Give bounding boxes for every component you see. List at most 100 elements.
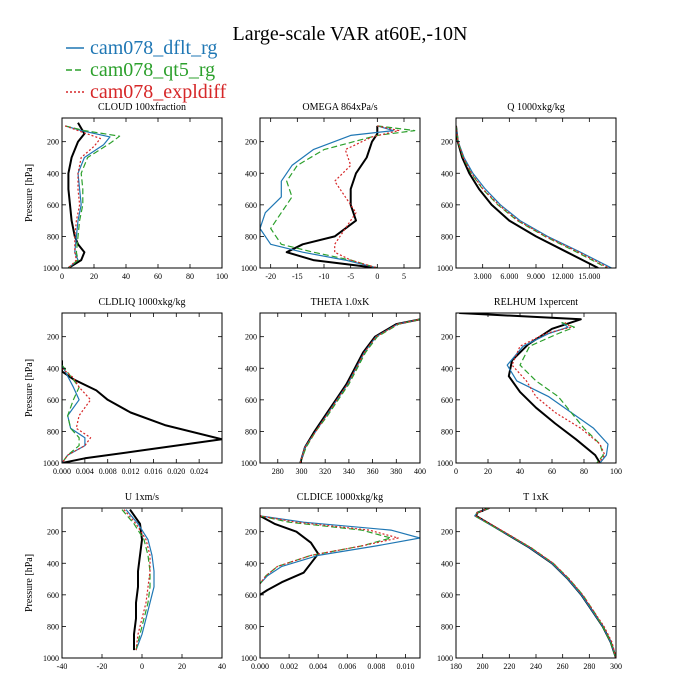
- x-tick-label: 300: [295, 467, 307, 476]
- legend-label: cam078_expldiff: [90, 81, 227, 103]
- series-group: [456, 125, 612, 268]
- series-group: [474, 508, 616, 658]
- y-tick-label: 400: [47, 364, 59, 373]
- y-tick-label: 1000: [43, 264, 59, 273]
- series-line-cam078_expldiff: [62, 367, 92, 463]
- series-line-obs: [459, 313, 601, 463]
- x-tick-label: 380: [390, 467, 402, 476]
- y-tick-label: 1000: [437, 654, 453, 663]
- series-line-obs: [67, 122, 86, 268]
- x-tick-label: 0: [454, 467, 458, 476]
- y-tick-label: 600: [441, 591, 453, 600]
- x-tick-label: 12.000: [552, 272, 574, 281]
- x-tick-label: 20: [484, 467, 492, 476]
- x-tick-label: -15: [292, 272, 303, 281]
- series-line-cam078_dflt_rg: [456, 125, 612, 268]
- legend-label: cam078_dflt_rg: [90, 37, 217, 59]
- axes-frame: [455, 507, 617, 659]
- series-group: [64, 122, 121, 268]
- x-tick-label: 80: [186, 272, 194, 281]
- series-line-cam078_dflt_rg: [299, 318, 420, 463]
- series-group: [260, 515, 420, 596]
- panel-2: Q 1000xkg/kg 200 400 600 800 1000 3.000 6.000 9.…: [437, 102, 617, 281]
- series-group: [62, 360, 222, 463]
- series-line-cam078_qt5_rg: [299, 318, 420, 463]
- panel-title: CLDLIQ 1000xkg/kg: [99, 297, 186, 308]
- axes-frame: [455, 117, 617, 269]
- x-tick-label: 100: [216, 272, 228, 281]
- y-tick-label: 800: [47, 427, 59, 436]
- x-tick-label: 0.000: [53, 467, 71, 476]
- x-tick-label: 360: [367, 467, 379, 476]
- y-tick-label: 1000: [241, 654, 257, 663]
- series-line-cam078_qt5_rg: [121, 509, 151, 651]
- figure-title: Large-scale VAR at60E,-10N: [233, 23, 468, 45]
- y-tick-label: 800: [47, 232, 59, 241]
- y-tick-label: 400: [245, 364, 257, 373]
- series-line-cam078_expldiff: [299, 318, 420, 463]
- x-tick-label: 0: [60, 272, 64, 281]
- axes-frame: [259, 507, 421, 659]
- series-line-obs: [62, 360, 222, 463]
- x-tick-label: 320: [319, 467, 331, 476]
- series-group: [260, 125, 416, 268]
- y-tick-label: 600: [441, 396, 453, 405]
- x-tick-label: 3.000: [474, 272, 492, 281]
- x-tick-label: 0.012: [122, 467, 140, 476]
- series-line-cam078_dflt_rg: [125, 509, 155, 651]
- y-tick-label: 200: [47, 138, 59, 147]
- panel-title: RELHUM 1xpercent: [494, 297, 578, 308]
- x-tick-label: 15.000: [578, 272, 600, 281]
- axes-frame: [61, 117, 223, 269]
- x-tick-label: -40: [57, 662, 68, 671]
- y-axis-label: Pressure [hPa]: [24, 164, 35, 222]
- x-tick-label: 0.008: [367, 662, 385, 671]
- x-tick-label: -5: [347, 272, 354, 281]
- y-tick-label: 200: [47, 528, 59, 537]
- x-tick-label: -10: [319, 272, 330, 281]
- x-tick-label: 100: [610, 467, 622, 476]
- y-tick-label: 200: [245, 528, 257, 537]
- x-tick-label: 40: [218, 662, 226, 671]
- y-tick-label: 600: [47, 396, 59, 405]
- x-tick-label: 240: [530, 662, 542, 671]
- x-tick-label: 280: [272, 467, 284, 476]
- axes-frame: [455, 312, 617, 464]
- y-tick-label: 800: [245, 622, 257, 631]
- x-tick-label: 0.004: [76, 467, 94, 476]
- series-line-cam078_qt5_rg: [519, 321, 604, 463]
- y-tick-label: 1000: [241, 264, 257, 273]
- series-line-cam078_expldiff: [456, 125, 610, 268]
- x-tick-label: 6.000: [500, 272, 518, 281]
- axes-frame: [259, 117, 421, 269]
- panel-title: CLOUD 100xfraction: [98, 102, 186, 113]
- y-tick-label: 200: [245, 138, 257, 147]
- y-tick-label: 400: [245, 169, 257, 178]
- y-tick-label: 600: [245, 396, 257, 405]
- y-tick-label: 400: [47, 559, 59, 568]
- y-tick-label: 200: [245, 333, 257, 342]
- x-tick-label: 400: [414, 467, 426, 476]
- y-tick-label: 600: [47, 201, 59, 210]
- panel-1: OMEGA 864xPa/s 200 400 600 800 1000 -20 -15 -10 -…: [241, 102, 421, 281]
- x-tick-label: 9.000: [527, 272, 545, 281]
- series-line-cam078_dflt_rg: [474, 508, 616, 658]
- series-line-cam078_expldiff: [260, 515, 399, 585]
- y-tick-label: 200: [47, 333, 59, 342]
- x-tick-label: 40: [516, 467, 524, 476]
- y-tick-label: 200: [441, 138, 453, 147]
- x-tick-label: 20: [90, 272, 98, 281]
- panel-4: THETA 1.0xK 200 400 600 800 1000 280 300 320 340 3…: [241, 297, 426, 476]
- panel-title: CLDICE 1000xkg/kg: [297, 492, 383, 503]
- y-tick-label: 600: [441, 201, 453, 210]
- y-tick-label: 600: [245, 201, 257, 210]
- series-line-cam078_expldiff: [334, 125, 400, 268]
- x-tick-label: 260: [557, 662, 569, 671]
- x-tick-label: 200: [477, 662, 489, 671]
- panel-3: CLDLIQ 1000xkg/kg Pressure [hPa] 200 400 600…: [24, 297, 223, 476]
- y-tick-label: 800: [441, 232, 453, 241]
- x-tick-label: -20: [265, 272, 276, 281]
- series-group: [459, 313, 609, 463]
